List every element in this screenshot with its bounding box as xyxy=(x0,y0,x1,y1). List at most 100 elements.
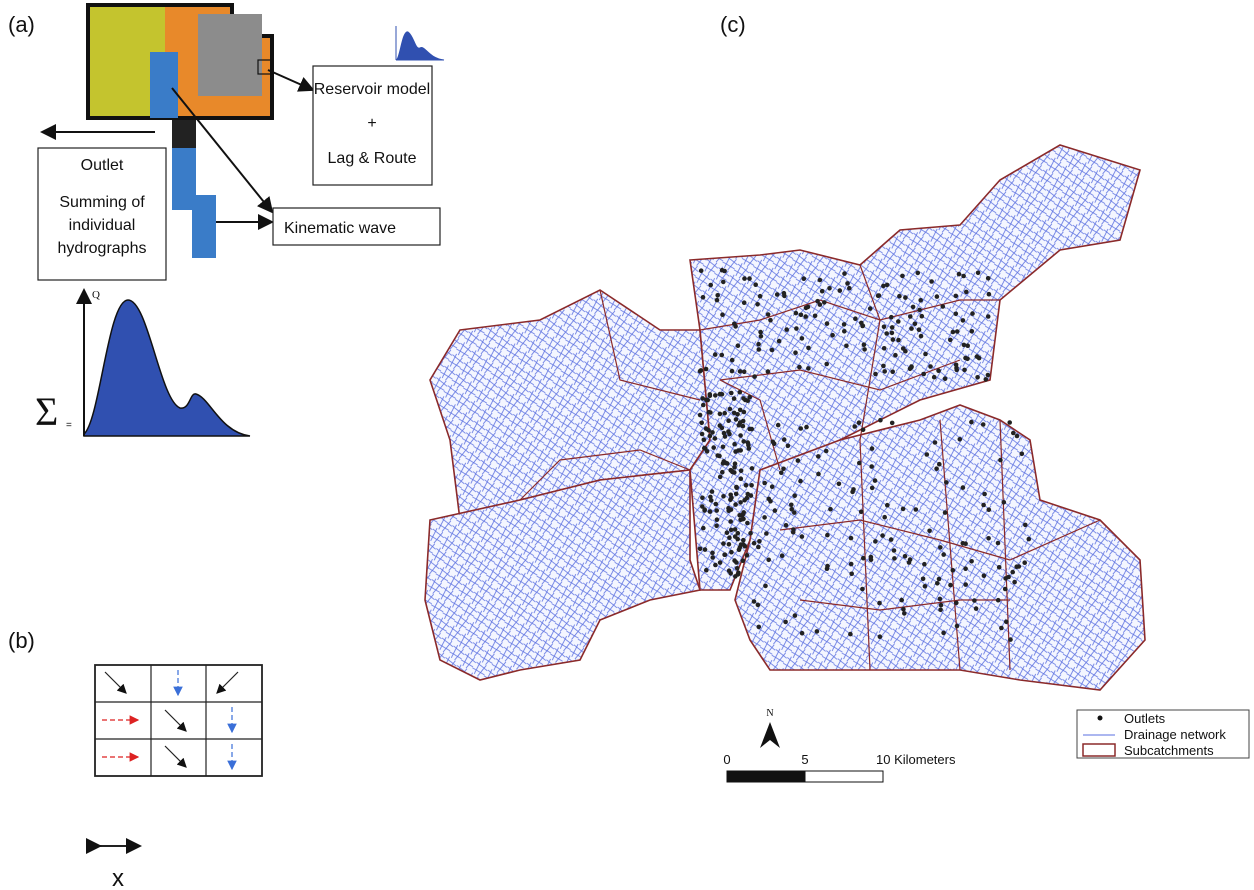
outlet-dot xyxy=(1002,586,1008,592)
outlet-dot xyxy=(803,314,808,319)
outlet-dot xyxy=(798,312,804,318)
outlet-dot xyxy=(941,630,946,636)
outlet-dot xyxy=(700,495,705,501)
outlet-dot xyxy=(785,443,791,449)
outlet-dot xyxy=(817,277,823,283)
outlet-dot xyxy=(816,471,821,477)
outlet-dot xyxy=(963,541,968,546)
outlet-dot xyxy=(964,289,969,295)
outlet-dot xyxy=(822,300,827,305)
outlet-dot xyxy=(889,330,895,336)
outlet-dot xyxy=(1004,619,1009,625)
outlet-dot xyxy=(937,461,942,467)
outlet-dot xyxy=(744,553,750,558)
outlet-dot xyxy=(848,561,854,567)
outlet-dot xyxy=(1001,500,1007,505)
outlet-dot xyxy=(765,369,771,374)
outlet-dot xyxy=(720,444,726,450)
outlet-dot xyxy=(935,581,940,586)
box-text: Kinematic wave xyxy=(284,220,396,237)
outlet-dot xyxy=(902,554,908,559)
outlet-dot xyxy=(915,270,921,276)
outlet-dot xyxy=(1012,579,1017,585)
outlet-dot xyxy=(772,508,778,513)
outlet-dot xyxy=(903,295,908,300)
outlet-dot xyxy=(740,516,745,522)
outlet-dot xyxy=(755,602,761,608)
outlet-dot xyxy=(900,506,906,512)
outlet-dot xyxy=(859,320,864,326)
outlet-dot xyxy=(748,493,754,498)
outlet-dot xyxy=(1023,522,1028,528)
outlet-dot xyxy=(862,347,867,352)
outlet-dot xyxy=(889,314,894,320)
outlet-dot xyxy=(824,361,829,367)
outlet-dot xyxy=(766,496,772,502)
scale-label: 5 xyxy=(801,752,808,767)
legend-text: Outlets xyxy=(1124,711,1166,726)
outlet-dot xyxy=(703,426,709,431)
outlet-dot xyxy=(710,555,715,560)
outlet-dot xyxy=(698,368,704,373)
outlet-dot xyxy=(732,527,738,532)
outlet-dot xyxy=(719,352,725,358)
outlet-dot xyxy=(910,304,916,310)
outlet-dot xyxy=(893,352,898,358)
outlet-dot xyxy=(734,566,740,571)
outlet-dot xyxy=(882,369,887,374)
outlet-dot xyxy=(963,582,968,587)
outlet-dot xyxy=(722,552,727,557)
outlet-dot xyxy=(844,343,849,349)
outlet-dot xyxy=(861,342,867,348)
outlet-dot xyxy=(954,600,959,606)
outlet-dot xyxy=(792,493,797,499)
outlet-dot xyxy=(756,624,762,630)
hydrograph xyxy=(76,288,251,437)
outlet-dot xyxy=(743,482,749,488)
outlet-dot xyxy=(733,417,739,422)
outlet-dot xyxy=(764,531,769,536)
outlet-dot xyxy=(734,560,739,565)
outlet-dot xyxy=(779,470,784,476)
outlet-dot xyxy=(756,347,762,352)
outlet-dot xyxy=(709,489,715,494)
outlet-dot xyxy=(920,576,926,582)
outlet-dot xyxy=(974,354,980,359)
outlet-dot xyxy=(961,342,967,348)
box-text: hydrographs xyxy=(58,240,147,257)
outlet-dot xyxy=(909,365,914,370)
outlet-dot xyxy=(742,497,747,503)
outlet-dot xyxy=(1010,569,1015,575)
outlet-dot xyxy=(931,374,937,380)
outlet-dot xyxy=(934,466,939,472)
outlet-dot xyxy=(824,321,830,326)
outlet-dot xyxy=(815,298,820,304)
outlet-dot xyxy=(733,491,739,497)
outlet-dot xyxy=(847,285,852,291)
outlet-dot xyxy=(981,573,987,578)
outlet-dot xyxy=(708,498,714,503)
outlet-dot xyxy=(872,478,878,483)
outlet-dot xyxy=(797,364,802,370)
outlet-dot xyxy=(960,318,966,323)
outlet-dot xyxy=(889,420,895,426)
outlet-dot xyxy=(962,367,967,373)
north-label: N xyxy=(766,708,773,719)
outlet-dot xyxy=(999,625,1004,631)
outlet-dot xyxy=(707,509,713,514)
outlet-dot xyxy=(741,409,747,415)
outlet-dot xyxy=(881,346,887,351)
outlet-dot xyxy=(714,297,720,303)
outlet-dot xyxy=(758,329,763,335)
outlet-dot xyxy=(763,583,768,589)
outlet-dot xyxy=(776,338,782,344)
outlet-dot xyxy=(742,276,747,281)
outlet-dot xyxy=(873,539,878,544)
outlet-dot xyxy=(713,393,718,398)
outlet-dot xyxy=(841,322,847,327)
outlet-dot xyxy=(936,368,941,374)
outlet-dot xyxy=(708,282,713,288)
map xyxy=(424,144,1146,691)
outlet-dot xyxy=(849,571,854,577)
